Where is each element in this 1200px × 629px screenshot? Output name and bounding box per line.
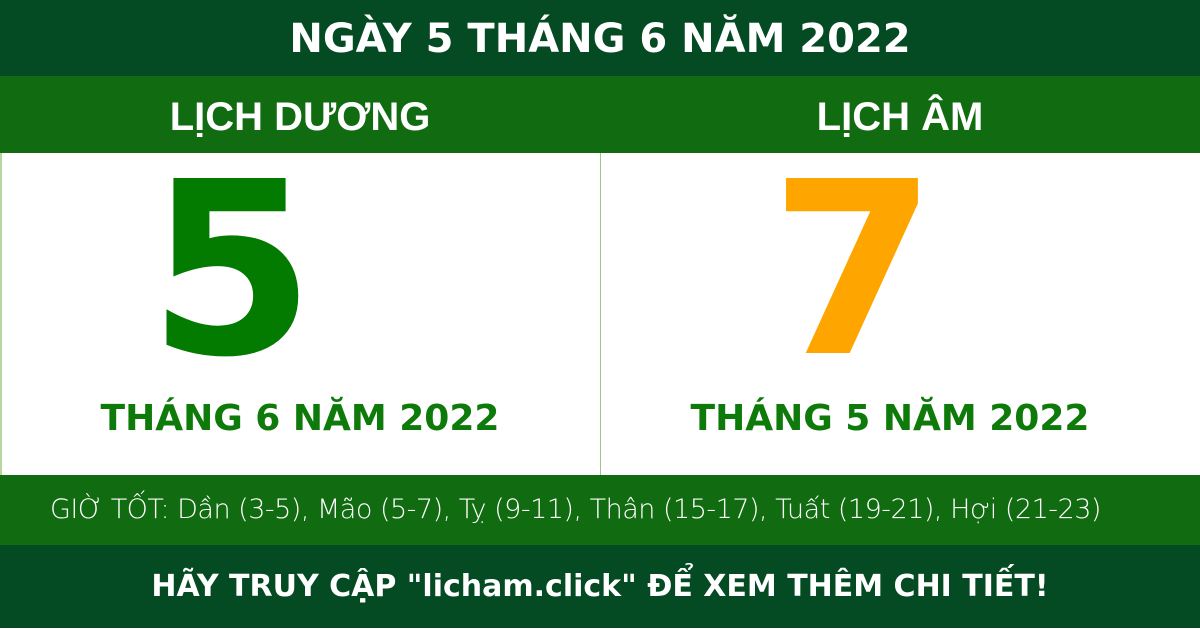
footer-cta: HÃY TRUY CẬP "licham.click" ĐỂ XEM THÊM … — [0, 545, 1200, 628]
solar-day: 5 — [148, 130, 315, 410]
column-divider — [600, 153, 601, 475]
good-hours: GIỜ TỐT: Dần (3-5), Mão (5-7), Tỵ (9-11)… — [0, 475, 1200, 545]
left-edge — [0, 153, 2, 475]
solar-month-year: THÁNG 6 NĂM 2022 — [100, 398, 500, 439]
page-title: NGÀY 5 THÁNG 6 NĂM 2022 — [0, 0, 1200, 76]
solar-calendar-label: LỊCH DƯƠNG — [169, 95, 431, 139]
lunar-day: 7 — [770, 130, 937, 410]
lunar-month-year: THÁNG 5 NĂM 2022 — [690, 398, 1090, 439]
calendar-headers: LỊCH DƯƠNG LỊCH ÂM — [0, 76, 1200, 153]
lunar-calendar-label: LỊCH ÂM — [816, 95, 984, 139]
